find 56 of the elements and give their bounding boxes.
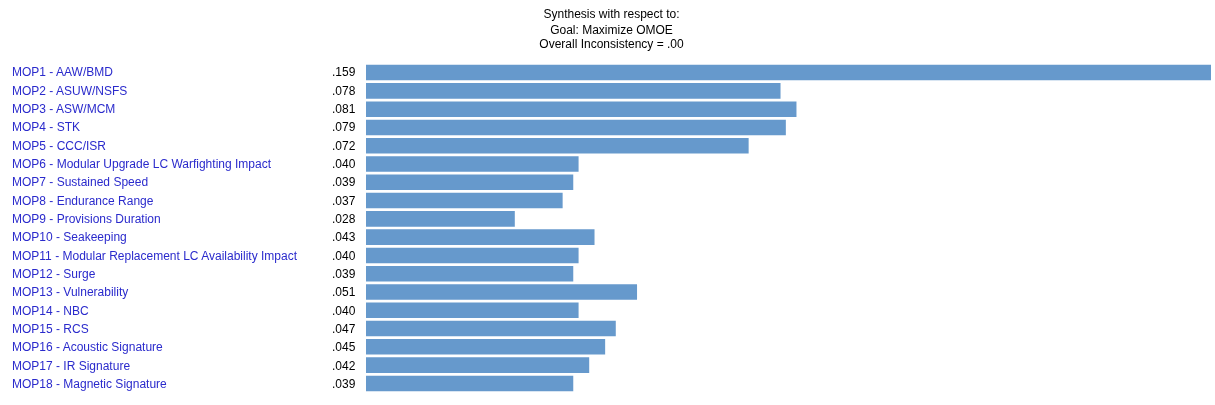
bar xyxy=(366,192,563,209)
data-label: .042 xyxy=(332,358,356,373)
y-tick-label: MOP9 - Provisions Duration xyxy=(12,211,161,226)
data-label: .081 xyxy=(332,101,356,116)
bar xyxy=(366,64,1211,81)
bar xyxy=(366,101,797,117)
data-label: .047 xyxy=(332,321,356,336)
data-label: .043 xyxy=(332,230,356,245)
data-label: .039 xyxy=(332,175,356,190)
y-tick-label: MOP2 - ASUW/NSFS xyxy=(12,83,128,98)
bar xyxy=(366,375,574,392)
y-tick-label: MOP16 - Acoustic Signature xyxy=(12,340,164,355)
y-tick-label: MOP15 - RCS xyxy=(12,321,89,336)
y-tick-label: MOP8 - Endurance Range xyxy=(12,193,154,208)
data-label: .079 xyxy=(332,120,356,135)
y-tick-label: MOP1 - AAW/BMD xyxy=(12,65,114,80)
data-label: .051 xyxy=(332,285,356,300)
data-label: .028 xyxy=(332,211,356,226)
data-label: .159 xyxy=(332,65,356,80)
y-tick-label: MOP5 - CCC/ISR xyxy=(12,138,107,153)
bar xyxy=(366,119,786,136)
y-tick-label: MOP12 - Surge xyxy=(12,266,96,281)
data-label: .045 xyxy=(332,340,356,355)
data-label: .039 xyxy=(332,266,356,281)
y-tick-label: MOP13 - Vulnerability xyxy=(12,285,129,300)
bar xyxy=(366,211,515,227)
bar xyxy=(366,156,579,172)
y-tick-label: MOP10 - Seakeeping xyxy=(12,230,127,245)
bar xyxy=(366,302,579,319)
y-tick-label: MOP6 - Modular Upgrade LC Warfighting Impact xyxy=(12,156,272,171)
data-label: .078 xyxy=(332,83,356,98)
data-label: .037 xyxy=(332,193,356,208)
bar xyxy=(366,247,579,264)
bar xyxy=(366,339,606,355)
bar xyxy=(366,320,616,337)
bar xyxy=(366,174,574,191)
data-label: .040 xyxy=(332,156,356,171)
y-tick-label: MOP11 - Modular Replacement LC Availability Impact xyxy=(12,248,298,263)
data-label: .072 xyxy=(332,138,356,153)
y-tick-label: MOP14 - NBC xyxy=(12,303,90,318)
chart-subtitle: Goal: Maximize OMOE Overall Inconsistency = .00 xyxy=(539,23,685,51)
data-label: .040 xyxy=(332,248,356,263)
y-tick-label: MOP18 - Magnetic Signature xyxy=(12,376,168,391)
data-label: .040 xyxy=(332,303,356,318)
bar xyxy=(366,284,638,300)
y-tick-label: MOP7 - Sustained Speed xyxy=(12,175,149,190)
bar xyxy=(366,229,595,245)
chart-title: Synthesis with respect to: xyxy=(543,7,680,21)
bar xyxy=(366,265,574,282)
bar xyxy=(366,137,749,154)
bar xyxy=(366,83,781,99)
y-tick-label: MOP4 - STK xyxy=(12,120,81,135)
y-tick-label: MOP3 - ASW/MCM xyxy=(12,101,116,116)
bar xyxy=(366,357,590,373)
y-tick-label: MOP17 - IR Signature xyxy=(12,358,131,373)
data-label: .039 xyxy=(332,376,356,391)
